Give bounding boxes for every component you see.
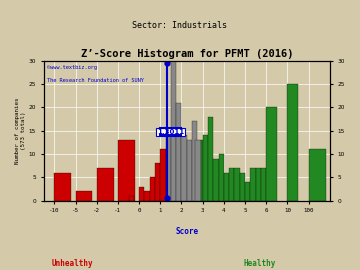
Bar: [187, 140, 192, 201]
Bar: [201, 140, 203, 201]
Bar: [213, 159, 219, 201]
Text: Sector: Industrials: Sector: Industrials: [132, 21, 228, 30]
Bar: [266, 107, 277, 201]
Bar: [208, 117, 213, 201]
Title: Z’-Score Histogram for PFMT (2016): Z’-Score Histogram for PFMT (2016): [81, 49, 293, 59]
Bar: [129, 196, 134, 201]
Bar: [167, 136, 171, 201]
Bar: [139, 187, 144, 201]
Text: Unhealthy: Unhealthy: [51, 259, 93, 268]
Bar: [261, 168, 266, 201]
Bar: [54, 173, 71, 201]
Text: The Research Foundation of SUNY: The Research Foundation of SUNY: [46, 78, 143, 83]
Bar: [288, 84, 298, 201]
Bar: [250, 168, 256, 201]
Bar: [203, 136, 208, 201]
Bar: [224, 173, 229, 201]
Bar: [76, 191, 93, 201]
Bar: [97, 168, 114, 201]
Bar: [144, 191, 150, 201]
Bar: [234, 168, 240, 201]
Bar: [166, 136, 167, 201]
Bar: [176, 103, 181, 201]
Text: ©www.textbiz.org: ©www.textbiz.org: [46, 65, 96, 70]
Bar: [150, 177, 155, 201]
Bar: [195, 140, 201, 201]
Bar: [229, 168, 234, 201]
Y-axis label: Number of companies
(573 total): Number of companies (573 total): [15, 97, 26, 164]
Text: Healthy: Healthy: [243, 259, 275, 268]
Bar: [309, 149, 326, 201]
Bar: [171, 61, 176, 201]
Bar: [256, 168, 261, 201]
Bar: [155, 163, 160, 201]
X-axis label: Score: Score: [175, 227, 198, 236]
Text: 1.3011: 1.3011: [157, 129, 184, 135]
Bar: [240, 173, 245, 201]
Bar: [181, 136, 187, 201]
Bar: [118, 140, 135, 201]
Bar: [192, 122, 197, 201]
Bar: [245, 182, 250, 201]
Bar: [219, 154, 224, 201]
Bar: [160, 149, 166, 201]
